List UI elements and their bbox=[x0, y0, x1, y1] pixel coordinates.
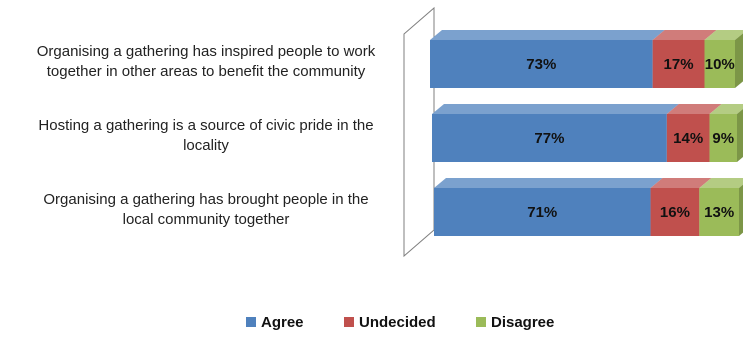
legend-item-disagree: Disagree bbox=[476, 314, 554, 331]
back-wall-panel bbox=[403, 6, 435, 258]
bar-segment-agree-1 bbox=[430, 30, 665, 88]
bar-top-face bbox=[432, 104, 679, 114]
legend-item-undecided: Undecided bbox=[344, 314, 436, 331]
legend-label-agree: Agree bbox=[261, 314, 304, 331]
bar-top-face bbox=[434, 178, 663, 188]
bar-front-face bbox=[709, 114, 737, 162]
bar-front-face bbox=[432, 114, 667, 162]
legend-swatch-undecided bbox=[344, 317, 354, 327]
bar-segment-disagree-2 bbox=[709, 104, 743, 162]
bar-top-face bbox=[704, 30, 743, 40]
bar-front-face bbox=[704, 40, 735, 88]
category-label-3: Organising a gathering has brought peopl… bbox=[43, 191, 368, 228]
bar-segment-disagree-1 bbox=[704, 30, 743, 88]
legend-item-agree: Agree bbox=[246, 314, 304, 331]
category-label-2: Hosting a gathering is a source of civic… bbox=[38, 117, 373, 154]
category-labels: Organising a gathering has inspired peop… bbox=[37, 43, 376, 228]
legend-label-undecided: Undecided bbox=[359, 314, 436, 331]
data-label-agree-2: 77% bbox=[534, 130, 564, 147]
legend: Agree Undecided Disagree bbox=[246, 314, 554, 331]
bar-side-face bbox=[739, 184, 743, 236]
data-label-undecided-2: 14% bbox=[673, 130, 703, 147]
bar-top-face bbox=[652, 30, 717, 40]
bar-side-face bbox=[735, 33, 743, 88]
bar-front-face bbox=[666, 114, 710, 162]
back-wall bbox=[403, 6, 435, 258]
bar-top-face bbox=[666, 104, 722, 114]
bar-side-face bbox=[737, 109, 743, 162]
bar-front-face bbox=[434, 188, 651, 236]
data-label-agree-3: 71% bbox=[527, 204, 557, 221]
category-label-1: Organising a gathering has inspired peop… bbox=[37, 43, 376, 80]
bar-segment-agree-3 bbox=[434, 178, 663, 236]
data-label-disagree-1: 10% bbox=[705, 56, 735, 73]
bar-segment-undecided-1 bbox=[652, 30, 717, 88]
bar-front-face bbox=[430, 40, 653, 88]
data-label-disagree-2: 9% bbox=[712, 130, 734, 147]
bar-segment-undecided-3 bbox=[650, 178, 712, 236]
data-label-undecided-1: 17% bbox=[664, 56, 694, 73]
bar-top-face bbox=[430, 30, 665, 40]
legend-swatch-agree bbox=[246, 317, 256, 327]
bar-top-face bbox=[699, 178, 743, 188]
bars-layer: 73% 17% 10% 77% 14% 9% 71% 16% 13% bbox=[430, 30, 743, 236]
data-label-undecided-3: 16% bbox=[660, 204, 690, 221]
bar-segment-agree-2 bbox=[432, 104, 679, 162]
legend-swatch-disagree bbox=[476, 317, 486, 327]
data-label-disagree-3: 13% bbox=[704, 204, 734, 221]
bar-segment-undecided-2 bbox=[666, 104, 722, 162]
bar-top-face bbox=[709, 104, 743, 114]
data-label-agree-1: 73% bbox=[526, 56, 556, 73]
bar-segment-disagree-3 bbox=[699, 178, 743, 236]
bar-top-face bbox=[650, 178, 712, 188]
bar-front-face bbox=[699, 188, 739, 236]
bar-front-face bbox=[650, 188, 700, 236]
bar-front-face bbox=[652, 40, 705, 88]
legend-label-disagree: Disagree bbox=[491, 314, 554, 331]
